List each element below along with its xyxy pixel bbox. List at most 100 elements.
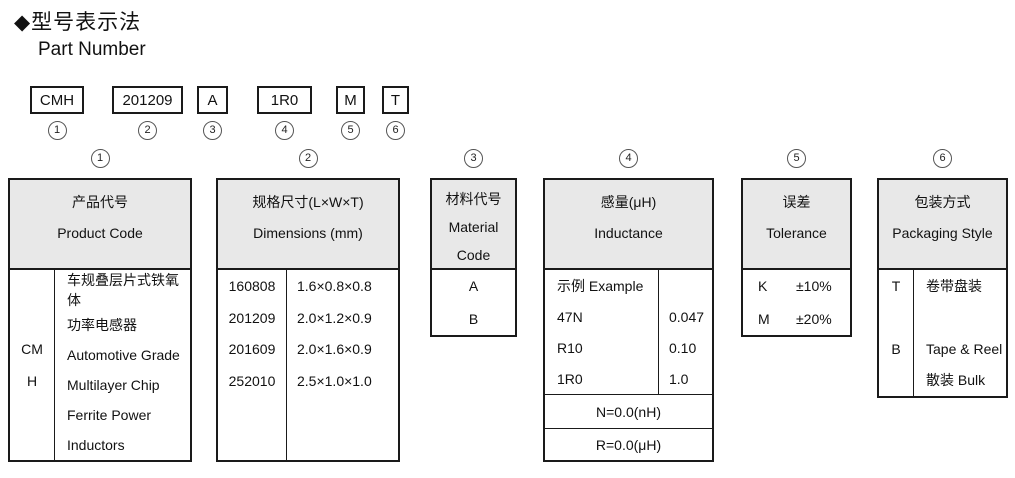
table-frame: 材料代号 Material Code A B xyxy=(430,178,517,337)
inductance-code-cell: 示例 Example xyxy=(557,277,644,294)
header-zh: 规格尺寸(L×W×T) xyxy=(252,194,364,210)
table-body: K ±10% M ±20% xyxy=(743,270,850,335)
header-en: Inductance xyxy=(594,225,663,241)
tolerance-row: M ±20% xyxy=(743,303,850,336)
segment-index: 4 xyxy=(257,120,312,140)
index-badge: 4 xyxy=(275,121,294,140)
header-zh: 包装方式 xyxy=(914,194,971,210)
inductance-note-uh: R=0.0(μH) xyxy=(545,428,712,460)
page-title-zh: ◆型号表示法 xyxy=(14,11,142,34)
index-badge: 6 xyxy=(386,121,405,140)
tolerance-value: ±20% xyxy=(796,310,832,327)
table-frame: 规格尺寸(L×W×T) Dimensions (mm) 160808 20120… xyxy=(216,178,400,462)
table-frame: 产品代号 Product Code CM H 车规叠层片式铁氧体 功率电感器 A… xyxy=(8,178,192,462)
index-badge: 2 xyxy=(138,121,157,140)
table-body: 示例 Example 47N R10 1R0 0.047 0.10 1.0 xyxy=(545,270,712,394)
section-index-6: 6 xyxy=(877,148,1008,178)
table-header: 材料代号 Material Code xyxy=(432,180,515,270)
desc-cell: Multilayer Chip xyxy=(67,377,160,393)
table-product-code: 1 产品代号 Product Code CM H 车规叠层片式铁氧体 功率电感器… xyxy=(8,148,192,462)
material-cell: B xyxy=(468,310,479,327)
table-dimensions: 2 规格尺寸(L×W×T) Dimensions (mm) 160808 201… xyxy=(216,148,400,462)
inductance-value-column: 0.047 0.10 1.0 xyxy=(659,270,712,394)
tolerance-value: ±10% xyxy=(796,278,832,295)
index-badge: 5 xyxy=(787,149,806,168)
header-zh: 材料代号 xyxy=(445,191,502,207)
table-frame: 包装方式 Packaging Style T B 卷带盘装 Tape & Ree… xyxy=(877,178,1008,398)
material-cell: A xyxy=(468,278,479,295)
code-column: CM H xyxy=(10,270,55,460)
part-segment-2: 201209 2 xyxy=(112,86,183,140)
inductance-value-cell: 1.0 xyxy=(669,370,689,387)
index-badge: 5 xyxy=(341,121,360,140)
segment-index: 5 xyxy=(336,120,365,140)
header-zh: 产品代号 xyxy=(72,194,128,210)
inductance-value-cell: 0.10 xyxy=(669,339,697,356)
code-column: 160808 201209 201609 252010 xyxy=(218,270,287,460)
page-title-en: Part Number xyxy=(38,39,146,60)
packaging-code-column: T B xyxy=(879,270,914,396)
header-en: Tolerance xyxy=(766,225,827,241)
size-code-cell: 252010 xyxy=(228,372,276,389)
table-frame: 误差 Tolerance K ±10% M ±20% xyxy=(741,178,852,337)
description-column: 车规叠层片式铁氧体 功率电感器 Automotive Grade Multila… xyxy=(55,270,190,460)
packaging-desc-column: 卷带盘装 Tape & Reel 散装 Bulk xyxy=(914,270,1006,396)
table-body: A B xyxy=(432,270,515,335)
table-body: 160808 201209 201609 252010 1.6×0.8×0.8 … xyxy=(218,270,398,460)
size-cell: 1.6×0.8×0.8 xyxy=(297,277,372,294)
inductance-note-nh: N=0.0(nH) xyxy=(545,394,712,428)
segment-index: 1 xyxy=(30,120,84,140)
table-frame: 感量(μH) Inductance 示例 Example 47N R10 1R0… xyxy=(543,178,714,462)
section-index-2: 2 xyxy=(216,148,400,178)
inductance-code-cell: R10 xyxy=(557,339,583,356)
inductance-code-column: 示例 Example 47N R10 1R0 xyxy=(545,270,659,394)
header-en: Dimensions (mm) xyxy=(253,225,363,241)
tolerance-row: K ±10% xyxy=(743,270,850,303)
part-code-box: A xyxy=(197,86,228,114)
header-zh: 感量(μH) xyxy=(600,194,657,210)
inductance-value-cell: 0.047 xyxy=(669,308,705,325)
table-header: 规格尺寸(L×W×T) Dimensions (mm) xyxy=(218,180,398,270)
empty-cell xyxy=(879,365,913,397)
table-header: 产品代号 Product Code xyxy=(10,180,190,270)
code-cell: CM xyxy=(21,341,43,357)
section-index-4: 4 xyxy=(543,148,714,178)
desc-cell: 车规叠层片式铁氧体 xyxy=(67,272,179,308)
part-code-box: M xyxy=(336,86,365,114)
empty-cell xyxy=(218,428,286,460)
segment-index: 6 xyxy=(382,120,409,140)
part-code-box: T xyxy=(382,86,409,114)
part-segment-4: 1R0 4 xyxy=(257,86,312,140)
size-code-cell: 201609 xyxy=(228,341,276,358)
header-en: Code xyxy=(456,247,491,263)
empty-cell xyxy=(287,428,398,460)
header-en: Product Code xyxy=(57,225,143,241)
header-en: Material xyxy=(448,219,499,235)
empty-cell xyxy=(914,302,1006,334)
desc-cell: 功率电感器 xyxy=(67,317,137,333)
part-code-box: 201209 xyxy=(112,86,183,114)
table-packaging: 6 包装方式 Packaging Style T B 卷带盘装 Tape & R… xyxy=(877,148,1008,398)
table-inductance: 4 感量(μH) Inductance 示例 Example 47N R10 1… xyxy=(543,148,714,462)
packaging-code-cell: B xyxy=(891,340,901,357)
size-column: 1.6×0.8×0.8 2.0×1.2×0.9 2.0×1.6×0.9 2.5×… xyxy=(287,270,398,460)
size-code-cell: 201209 xyxy=(228,309,276,326)
part-segment-3: A 3 xyxy=(197,86,228,140)
size-cell: 2.0×1.6×0.9 xyxy=(297,341,372,358)
empty-cell xyxy=(879,302,913,334)
section-index-3: 3 xyxy=(430,148,517,178)
index-badge: 1 xyxy=(47,121,67,140)
part-segment-5: M 5 xyxy=(336,86,365,140)
part-segment-1: CMH 1 xyxy=(30,86,84,140)
section-index-1: 1 xyxy=(8,148,192,178)
tolerance-column: K ±10% M ±20% xyxy=(743,270,850,335)
index-badge: 2 xyxy=(298,149,318,168)
desc-cell: Ferrite Power xyxy=(67,407,152,423)
table-material-code: 3 材料代号 Material Code A B xyxy=(430,148,517,337)
segment-index: 3 xyxy=(197,120,228,140)
packaging-desc-cell: 散装 Bulk xyxy=(926,372,986,389)
size-cell: 2.0×1.2×0.9 xyxy=(297,309,372,326)
empty-cell xyxy=(218,397,286,429)
part-code-box: 1R0 xyxy=(257,86,312,114)
table-header: 误差 Tolerance xyxy=(743,180,850,270)
